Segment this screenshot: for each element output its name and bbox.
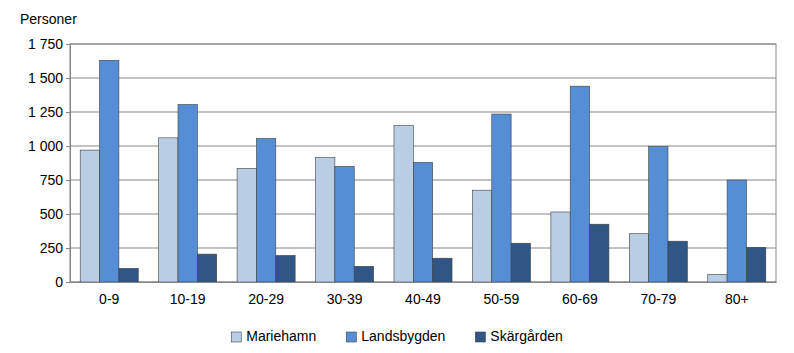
x-tick-label: 80+ — [725, 291, 749, 307]
bar — [119, 268, 138, 282]
legend-label: Skärgården — [490, 328, 562, 344]
y-tick-mark — [66, 78, 70, 79]
y-tick: 1 750 — [28, 36, 70, 52]
bars — [80, 60, 766, 282]
y-tick-mark — [66, 282, 70, 283]
y-tick-mark — [66, 112, 70, 113]
x-tick: 40-49 — [405, 282, 441, 307]
y-tick-mark — [66, 44, 70, 45]
bar — [178, 105, 197, 282]
x-tick: 20-29 — [248, 282, 284, 307]
y-tick: 1 500 — [28, 70, 70, 86]
y-axis: 0 250 500 750 1 000 1 250 1 500 1 750 — [28, 36, 71, 290]
x-tick: 50-59 — [484, 282, 520, 307]
y-tick: 1 250 — [28, 104, 70, 120]
bar — [433, 258, 452, 282]
legend-item: Mariehamn — [231, 328, 316, 344]
bar — [159, 138, 178, 282]
bar — [649, 147, 668, 282]
legend-item: Landsbygden — [346, 328, 445, 344]
x-tick-label: 50-59 — [484, 291, 520, 307]
bar — [629, 234, 648, 282]
grid — [70, 44, 776, 282]
bar — [276, 255, 295, 282]
x-tick-label: 70-79 — [640, 291, 676, 307]
bar — [316, 158, 335, 282]
y-axis-line — [70, 45, 71, 283]
legend: Mariehamn Landsbygden Skärgården — [231, 328, 563, 344]
y-tick: 500 — [40, 206, 70, 222]
y-tick-mark — [66, 214, 70, 215]
chart: 0 250 500 750 1 000 1 250 1 500 1 750 0-9 10-19 20… — [0, 0, 794, 353]
series — [100, 60, 747, 282]
bar — [335, 166, 354, 282]
y-tick: 1 000 — [28, 138, 70, 154]
y-tick-mark — [66, 180, 70, 181]
x-tick: 70-79 — [640, 282, 676, 307]
bar — [413, 162, 432, 282]
y-tick-label: 1 500 — [28, 70, 63, 86]
legend-swatch — [231, 332, 241, 342]
plot-frame — [70, 44, 776, 282]
bar — [394, 126, 413, 282]
legend-label: Landsbygden — [361, 328, 445, 344]
bar — [100, 60, 119, 282]
y-tick: 0 — [55, 274, 70, 290]
y-tick: 750 — [40, 172, 70, 188]
bars-inner — [80, 60, 766, 282]
bar — [256, 139, 275, 282]
bar — [237, 168, 256, 282]
plot: 0 250 500 750 1 000 1 250 1 500 1 750 0-9 10-19 20… — [28, 36, 777, 307]
bar — [668, 241, 687, 282]
x-axis: 0-9 10-19 20-29 30-39 40-49 50-59 60-69 70-79 80… — [71, 282, 777, 307]
bar — [80, 150, 99, 282]
bar — [354, 266, 373, 282]
x-tick: 80+ — [725, 282, 749, 307]
bar — [590, 224, 609, 282]
y-tick-label: 1 000 — [28, 138, 63, 154]
x-tick: 60-69 — [562, 282, 598, 307]
grid-line — [70, 78, 776, 79]
bar — [570, 86, 589, 282]
y-tick-label: 1 750 — [28, 36, 63, 52]
y-tick-label: 750 — [40, 172, 64, 188]
bar — [511, 243, 530, 282]
legend-item: Skärgården — [475, 328, 562, 344]
bar — [551, 212, 570, 282]
bar — [746, 247, 765, 282]
x-tick: 30-39 — [327, 282, 363, 307]
y-tick-label: 250 — [40, 240, 64, 256]
y-tick-label: 0 — [55, 274, 63, 290]
bar — [492, 114, 511, 282]
legend-label: Mariehamn — [246, 328, 316, 344]
bar — [197, 254, 216, 282]
y-tick-mark — [66, 248, 70, 249]
series — [119, 224, 766, 282]
x-axis-line — [71, 282, 777, 283]
x-tick-label: 20-29 — [248, 291, 284, 307]
y-tick-label: 1 250 — [28, 104, 63, 120]
x-tick: 10-19 — [170, 282, 206, 307]
y-tick: 250 — [40, 240, 70, 256]
x-tick-label: 30-39 — [327, 291, 363, 307]
legend-swatch — [346, 332, 356, 342]
x-tick-label: 40-49 — [405, 291, 441, 307]
x-tick-label: 60-69 — [562, 291, 598, 307]
series — [80, 126, 727, 282]
bar — [727, 180, 746, 282]
bar — [472, 190, 491, 282]
y-tick-mark — [66, 146, 70, 147]
y-axis-title: Personer — [20, 11, 77, 27]
bar — [708, 275, 727, 282]
x-tick-label: 10-19 — [170, 291, 206, 307]
x-tick: 0-9 — [99, 282, 119, 307]
grid-line — [70, 112, 776, 113]
x-tick-label: 0-9 — [99, 291, 119, 307]
legend-swatch — [475, 332, 485, 342]
y-tick-label: 500 — [40, 206, 64, 222]
